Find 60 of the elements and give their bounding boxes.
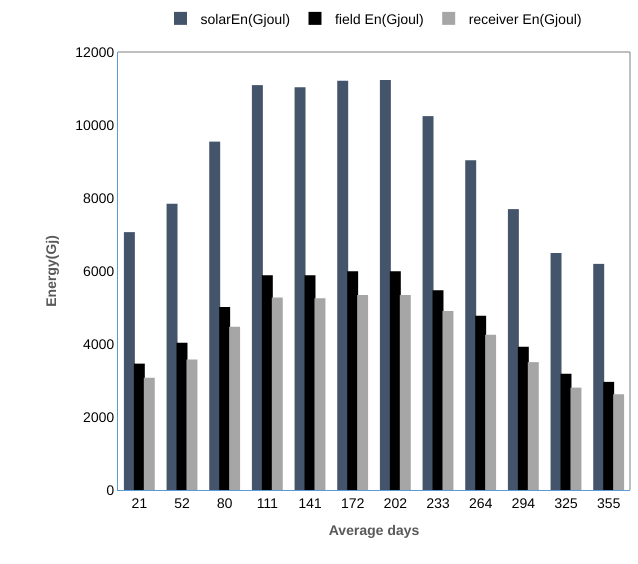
x-tick-label: 80 <box>216 494 233 511</box>
y-tick-label: 12000 <box>75 44 114 60</box>
bar <box>550 252 562 490</box>
bar <box>262 275 273 490</box>
x-tick-label: 264 <box>468 494 493 511</box>
bar <box>124 232 135 490</box>
bar <box>380 80 391 490</box>
x-tick-label: 141 <box>298 494 322 511</box>
bar <box>252 85 263 490</box>
y-tick-label: 0 <box>106 482 114 498</box>
x-tick-label: 202 <box>384 494 408 511</box>
bar <box>347 271 358 490</box>
bar <box>528 362 539 490</box>
y-tick-label: 2000 <box>83 408 114 425</box>
x-tick-label: 233 <box>426 494 450 511</box>
bar <box>357 294 368 490</box>
bar <box>166 204 178 490</box>
bar <box>465 160 476 490</box>
legend-label: solarEn(Gjoul) <box>200 10 290 27</box>
x-tick-label: 52 <box>174 494 190 511</box>
bar <box>304 275 316 490</box>
x-tick-label: 21 <box>132 494 148 511</box>
bar <box>314 298 326 490</box>
x-tick-label: 294 <box>512 494 536 511</box>
bar <box>593 264 604 490</box>
bar <box>508 209 519 490</box>
bar <box>294 87 306 490</box>
y-tick-label: 6000 <box>83 262 114 279</box>
bar <box>485 334 496 490</box>
x-axis-title: Average days <box>328 522 420 538</box>
bar <box>144 378 155 490</box>
bar <box>209 142 220 490</box>
bar <box>390 271 401 490</box>
bar <box>475 316 486 490</box>
bar <box>134 364 145 490</box>
y-tick-label: 4000 <box>83 336 114 352</box>
y-tick-label: 8000 <box>83 190 114 206</box>
x-tick-label: 325 <box>554 494 578 511</box>
bar <box>570 388 582 490</box>
bar <box>400 294 411 490</box>
x-tick-label: 355 <box>596 494 621 511</box>
bar <box>219 307 230 490</box>
bar <box>422 116 434 490</box>
bar <box>432 290 444 490</box>
x-tick-label: 111 <box>256 494 278 511</box>
bar <box>442 311 454 490</box>
bar <box>229 326 240 490</box>
bar <box>272 298 283 490</box>
bar <box>613 394 624 490</box>
x-tick-label: 172 <box>340 494 365 511</box>
legend-label: field En(Gjoul) <box>334 10 424 27</box>
bar <box>176 342 188 490</box>
bar <box>186 360 198 490</box>
bar <box>560 374 572 490</box>
y-tick-label: 10000 <box>75 116 114 133</box>
bar <box>603 382 614 490</box>
legend-label: receiver En(Gjoul) <box>468 10 582 27</box>
bar <box>518 346 529 490</box>
y-axis-title: Energy(Gj) <box>42 235 59 307</box>
bar <box>337 80 348 490</box>
